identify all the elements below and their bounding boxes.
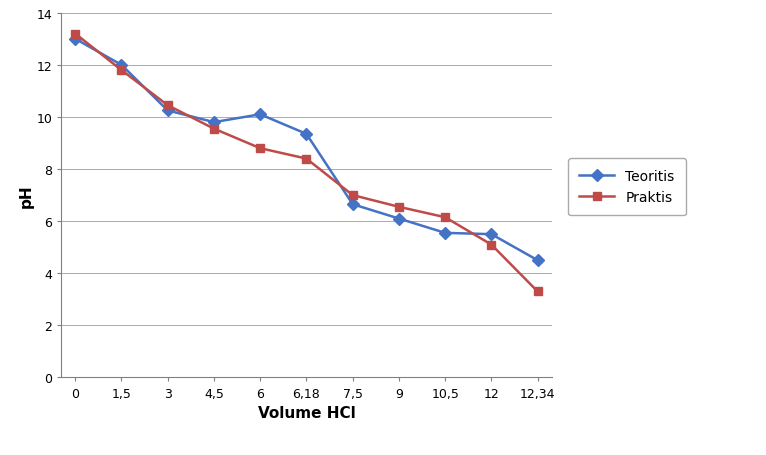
Praktis <box>163 103 172 109</box>
Praktis <box>440 215 450 221</box>
Teoritis <box>302 132 311 137</box>
Teoritis <box>348 202 357 207</box>
Line: Teoritis: Teoritis <box>71 35 542 265</box>
Praktis <box>487 243 496 248</box>
Teoritis <box>394 216 404 222</box>
Teoritis <box>256 112 265 118</box>
Praktis <box>348 193 357 198</box>
Praktis <box>70 32 80 37</box>
Legend: Teoritis, Praktis: Teoritis, Praktis <box>568 159 686 216</box>
Teoritis <box>440 231 450 236</box>
Line: Praktis: Praktis <box>71 30 542 296</box>
Y-axis label: pH: pH <box>18 184 34 207</box>
Praktis <box>302 157 311 162</box>
Praktis <box>116 68 126 74</box>
Teoritis <box>163 108 172 114</box>
Praktis <box>394 205 404 210</box>
Teoritis <box>533 258 542 263</box>
X-axis label: Volume HCl: Volume HCl <box>257 405 355 420</box>
Teoritis <box>209 120 218 126</box>
Teoritis <box>116 63 126 68</box>
Praktis <box>256 146 265 152</box>
Teoritis <box>70 37 80 42</box>
Praktis <box>533 289 542 294</box>
Teoritis <box>487 232 496 238</box>
Praktis <box>209 126 218 132</box>
